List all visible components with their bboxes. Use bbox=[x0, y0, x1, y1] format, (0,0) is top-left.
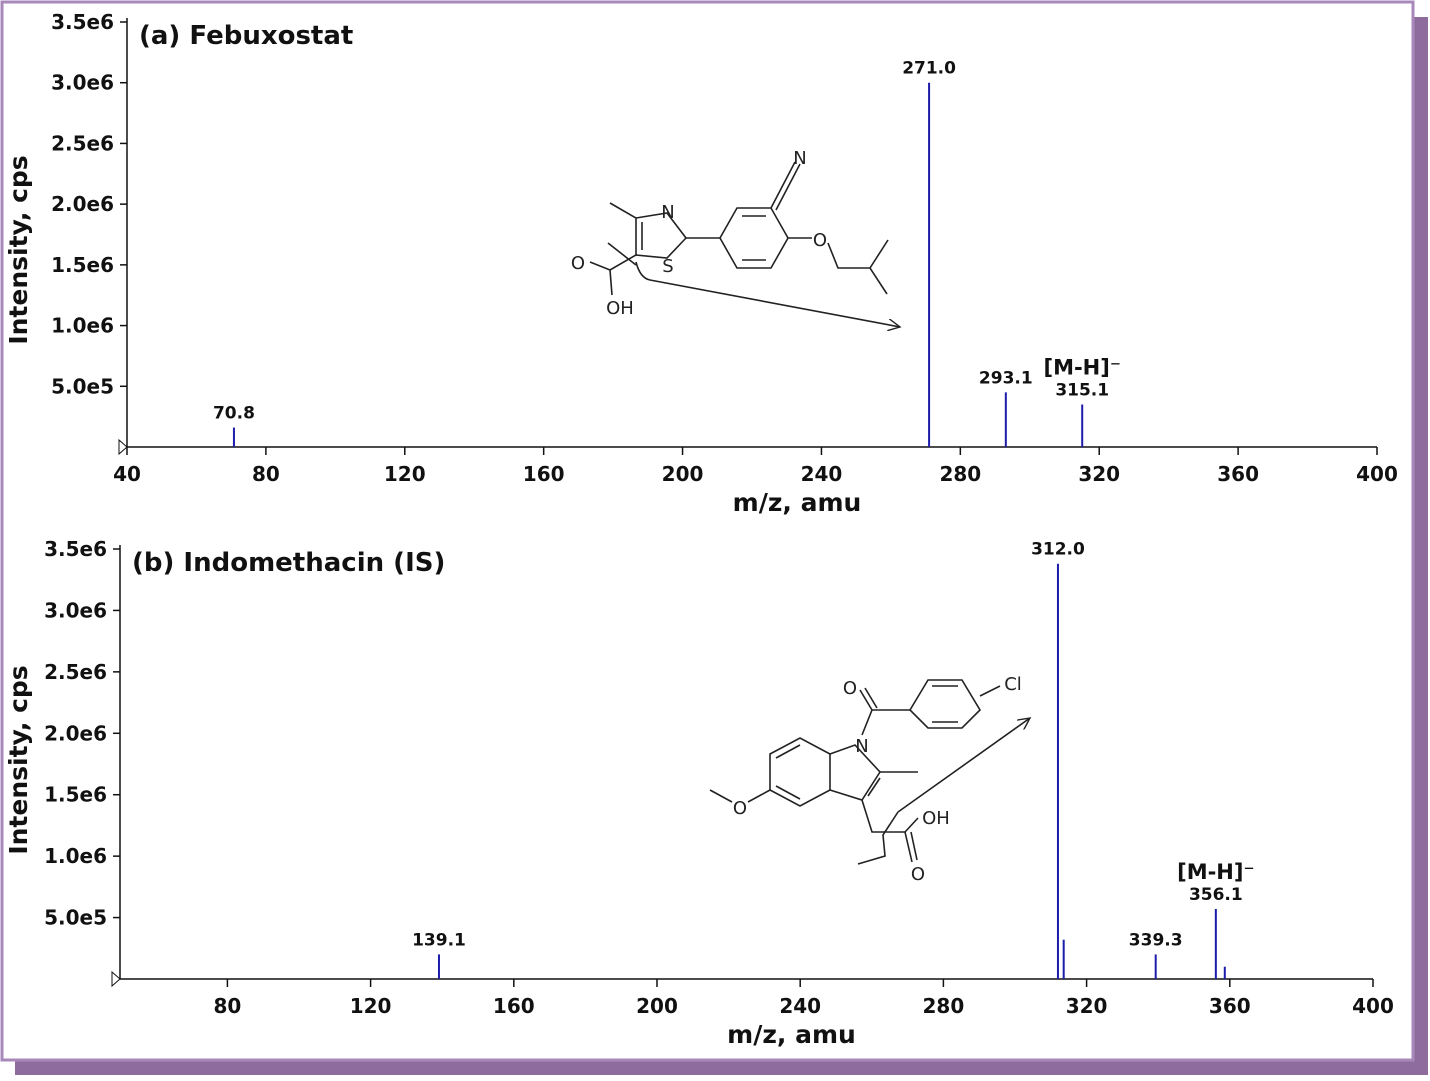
atom-label: O bbox=[911, 864, 925, 885]
y-tick-label: 2.0e6 bbox=[51, 192, 114, 216]
y-tick-label: 1.0e6 bbox=[44, 844, 107, 868]
x-tick-label: 120 bbox=[384, 462, 426, 486]
peak-label: 139.1 bbox=[412, 930, 466, 950]
atom-label: N bbox=[793, 148, 806, 169]
y-tick-label: 1.5e6 bbox=[44, 783, 107, 807]
frame bbox=[0, 0, 1415, 1062]
x-tick-label: 400 bbox=[1352, 994, 1394, 1018]
peak-label: 70.8 bbox=[213, 404, 255, 424]
x-tick-label: 200 bbox=[662, 462, 704, 486]
x-tick-label: 160 bbox=[523, 462, 565, 486]
x-axis-label: m/z, amu bbox=[733, 488, 862, 517]
y-tick-label: 3.5e6 bbox=[51, 10, 114, 34]
peak-label: 315.1 bbox=[1055, 381, 1109, 401]
peak-label: 339.3 bbox=[1129, 930, 1183, 950]
atom-label: O bbox=[733, 798, 747, 819]
y-tick-label: 2.5e6 bbox=[51, 131, 114, 155]
y-tick-label: 2.5e6 bbox=[44, 660, 107, 684]
x-axis-label: m/z, amu bbox=[727, 1020, 856, 1049]
annotation: [M-H]⁻ bbox=[1043, 356, 1120, 380]
atom-label: S bbox=[662, 256, 673, 277]
y-tick-label: 2.0e6 bbox=[44, 721, 107, 745]
x-tick-label: 360 bbox=[1217, 462, 1259, 486]
x-tick-label: 320 bbox=[1078, 462, 1120, 486]
y-tick-label: 3.5e6 bbox=[44, 537, 107, 561]
y-tick-label: 5.0e5 bbox=[51, 374, 114, 398]
y-axis-label: Intensity, cps bbox=[4, 155, 33, 344]
x-tick-label: 40 bbox=[113, 462, 141, 486]
y-tick-label: 5.0e5 bbox=[44, 906, 107, 930]
x-tick-label: 320 bbox=[1066, 994, 1108, 1018]
x-tick-label: 240 bbox=[801, 462, 843, 486]
atom-label: N bbox=[661, 202, 674, 223]
x-tick-label: 280 bbox=[939, 462, 981, 486]
annotation: [M-H]⁻ bbox=[1177, 860, 1254, 884]
x-tick-label: 80 bbox=[213, 994, 241, 1018]
structure-febuxostat bbox=[589, 161, 900, 327]
y-tick-label: 1.5e6 bbox=[51, 253, 114, 277]
x-tick-label: 360 bbox=[1209, 994, 1251, 1018]
y-tick-label: 3.0e6 bbox=[44, 598, 107, 622]
x-tick-label: 200 bbox=[636, 994, 678, 1018]
atom-label: OH bbox=[606, 298, 634, 319]
atom-label: O bbox=[813, 230, 827, 251]
atom-label: Cl bbox=[1004, 674, 1022, 695]
atom-label: O bbox=[571, 253, 585, 274]
x-tick-label: 120 bbox=[350, 994, 392, 1018]
x-tick-label: 400 bbox=[1356, 462, 1398, 486]
atom-label: OH bbox=[922, 808, 950, 829]
atom-label: N bbox=[855, 736, 868, 757]
atom-label: O bbox=[843, 678, 857, 699]
x-tick-label: 80 bbox=[252, 462, 280, 486]
peak-label: 293.1 bbox=[979, 368, 1033, 388]
x-tick-label: 280 bbox=[923, 994, 965, 1018]
y-tick-label: 3.0e6 bbox=[51, 71, 114, 95]
structure-indomethacin bbox=[709, 679, 1030, 865]
y-tick-label: 1.0e6 bbox=[51, 314, 114, 338]
y-axis-label: Intensity, cps bbox=[4, 665, 33, 854]
peak-label: 312.0 bbox=[1031, 540, 1085, 560]
x-tick-label: 240 bbox=[779, 994, 821, 1018]
axis-origin-marker bbox=[111, 970, 121, 988]
chart-title: (a) Febuxostat bbox=[139, 21, 353, 51]
peak-label: 356.1 bbox=[1189, 885, 1243, 905]
chart-title: (b) Indomethacin (IS) bbox=[132, 548, 445, 578]
axis-origin-marker bbox=[118, 438, 128, 456]
peak-label: 271.0 bbox=[902, 59, 956, 79]
x-tick-label: 160 bbox=[493, 994, 535, 1018]
